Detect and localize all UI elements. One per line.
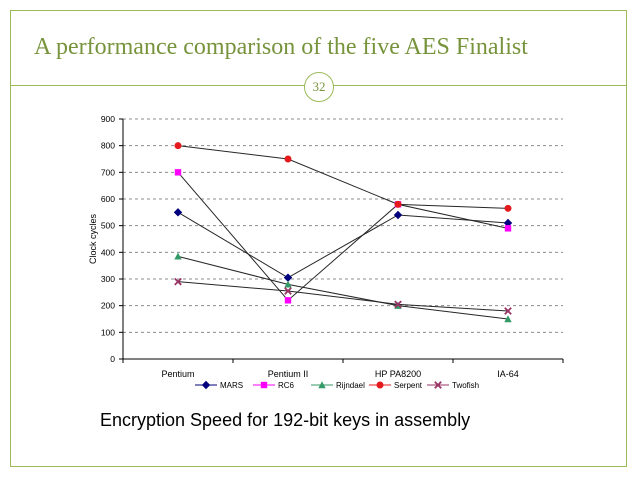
data-point-rc6 <box>284 297 292 304</box>
series-line-rijndael <box>177 255 509 320</box>
data-point-serpent <box>504 204 512 212</box>
x-tick-label: HP PA8200 <box>375 369 421 379</box>
y-tick-label: 600 <box>101 194 115 204</box>
data-point-serpent <box>284 155 292 163</box>
legend-marker-serpent <box>376 381 384 389</box>
legend-label-twofish: Twofish <box>452 381 479 390</box>
data-point-twofish <box>394 300 402 309</box>
data-point-twofish <box>504 307 512 315</box>
series-line-mars <box>177 211 509 279</box>
y-axis-label: Clock cycles <box>88 213 98 264</box>
x-tick-label: Pentium <box>161 369 194 379</box>
y-tick-label: 300 <box>101 274 115 284</box>
data-point-serpent <box>174 142 182 150</box>
y-tick-label: 0 <box>110 354 115 364</box>
legend-marker-mars <box>201 380 211 390</box>
slide-title: A performance comparison of the five AES… <box>34 34 528 60</box>
legend-label-rc6: RC6 <box>278 381 295 390</box>
page-number-badge: 32 <box>304 72 334 102</box>
x-tick-label: Pentium II <box>268 369 309 379</box>
series-line-rc6 <box>177 172 509 302</box>
data-point-rijndael <box>174 252 182 260</box>
slide-frame <box>10 10 627 467</box>
data-point-rc6 <box>174 169 182 176</box>
y-tick-label: 800 <box>101 141 115 151</box>
y-tick-label: 500 <box>101 221 115 231</box>
data-point-rc6 <box>504 225 512 232</box>
y-tick-label: 700 <box>101 167 115 177</box>
legend-label-mars: MARS <box>220 381 243 390</box>
y-tick-label: 400 <box>101 247 115 257</box>
legend-label-serpent: Serpent <box>394 381 423 390</box>
legend-marker-rijndael <box>318 381 326 389</box>
legend-marker-rc6 <box>260 381 268 389</box>
x-tick-label: IA-64 <box>497 369 519 379</box>
data-point-mars <box>173 208 183 217</box>
y-tick-label: 200 <box>101 301 115 311</box>
series-line-twofish <box>177 281 509 312</box>
data-point-serpent <box>394 200 402 208</box>
y-tick-label: 900 <box>101 114 115 124</box>
legend-label-rijndael: Rijndael <box>336 381 365 390</box>
chart-caption: Encryption Speed for 192-bit keys in ass… <box>100 410 471 430</box>
legend-marker-twofish <box>434 381 442 389</box>
data-point-twofish <box>284 287 292 295</box>
page-number: 32 <box>312 79 326 94</box>
data-point-twofish <box>174 277 182 286</box>
data-point-mars <box>503 218 513 228</box>
data-point-mars <box>283 273 293 282</box>
y-tick-label: 100 <box>101 327 115 337</box>
data-point-rijndael <box>284 280 292 288</box>
data-point-rijndael <box>504 315 512 323</box>
series-line-serpent <box>177 145 509 209</box>
data-point-mars <box>393 210 403 220</box>
